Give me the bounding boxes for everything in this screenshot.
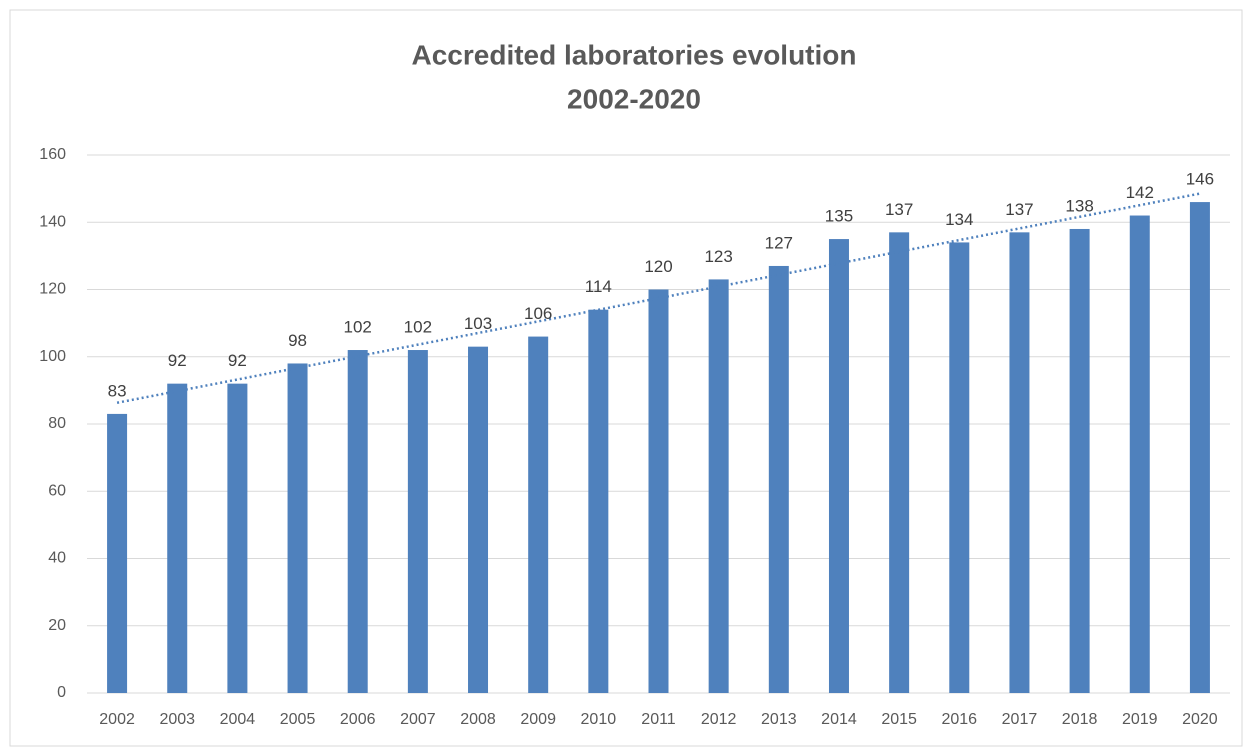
y-tick-label: 60 bbox=[48, 482, 66, 499]
data-label: 142 bbox=[1126, 183, 1154, 202]
data-label: 127 bbox=[765, 233, 793, 252]
bar bbox=[1009, 232, 1030, 693]
data-label: 138 bbox=[1065, 196, 1093, 215]
x-tick-label: 2012 bbox=[701, 711, 737, 728]
bar bbox=[828, 239, 849, 693]
x-tick-label: 2006 bbox=[340, 711, 376, 728]
data-label: 92 bbox=[168, 351, 187, 370]
data-label: 106 bbox=[524, 304, 552, 323]
chart-border bbox=[9, 9, 1243, 747]
data-label: 102 bbox=[404, 318, 432, 337]
bar bbox=[768, 265, 789, 693]
x-tick-label: 2007 bbox=[400, 711, 436, 728]
data-label: 134 bbox=[945, 210, 973, 229]
y-tick-label: 0 bbox=[57, 684, 66, 701]
x-tick-label: 2009 bbox=[520, 711, 556, 728]
bar bbox=[468, 346, 489, 693]
y-tick-label: 120 bbox=[39, 281, 66, 298]
x-tick-label: 2011 bbox=[641, 711, 676, 728]
bar bbox=[648, 289, 669, 693]
bar bbox=[528, 336, 549, 693]
bar bbox=[889, 232, 910, 693]
data-label: 103 bbox=[464, 314, 492, 333]
data-label: 92 bbox=[228, 351, 247, 370]
data-label: 146 bbox=[1186, 170, 1214, 189]
bar bbox=[1069, 228, 1090, 693]
data-label: 102 bbox=[344, 318, 372, 337]
x-tick-label: 2010 bbox=[581, 711, 617, 728]
y-tick-label: 40 bbox=[48, 550, 66, 567]
x-tick-label: 2003 bbox=[159, 711, 195, 728]
x-tick-label: 2004 bbox=[220, 711, 256, 728]
x-tick-label: 2019 bbox=[1122, 711, 1158, 728]
bar bbox=[227, 383, 248, 693]
data-label: 137 bbox=[1005, 200, 1033, 219]
x-tick-label: 2002 bbox=[99, 711, 135, 728]
x-tick-label: 2013 bbox=[761, 711, 797, 728]
data-label: 137 bbox=[885, 200, 913, 219]
x-tick-label: 2020 bbox=[1182, 711, 1218, 728]
data-label: 120 bbox=[644, 257, 672, 276]
chart-title: Accredited laboratories evolution bbox=[412, 39, 857, 70]
y-tick-label: 100 bbox=[39, 348, 66, 365]
bar bbox=[107, 413, 128, 693]
data-label: 135 bbox=[825, 207, 853, 226]
data-label: 83 bbox=[108, 381, 127, 400]
x-tick-label: 2017 bbox=[1002, 711, 1038, 728]
bar bbox=[1129, 215, 1150, 693]
data-label: 114 bbox=[585, 277, 612, 296]
x-tick-label: 2018 bbox=[1062, 711, 1098, 728]
x-tick-label: 2016 bbox=[941, 711, 977, 728]
trend-line bbox=[116, 192, 1201, 404]
y-tick-label: 20 bbox=[48, 617, 66, 634]
bar bbox=[167, 383, 188, 693]
y-tick-label: 80 bbox=[48, 415, 66, 432]
x-tick-label: 2008 bbox=[460, 711, 496, 728]
x-tick-label: 2015 bbox=[881, 711, 917, 728]
data-label: 123 bbox=[704, 247, 732, 266]
bar bbox=[949, 242, 970, 694]
y-tick-label: 160 bbox=[39, 146, 66, 163]
x-tick-label: 2014 bbox=[821, 711, 857, 728]
bar bbox=[347, 350, 368, 693]
bar bbox=[407, 350, 428, 693]
data-label: 98 bbox=[288, 331, 307, 350]
chart-subtitle: 2002-2020 bbox=[567, 83, 701, 114]
bar bbox=[287, 363, 308, 693]
x-tick-label: 2005 bbox=[280, 711, 316, 728]
bar bbox=[1189, 202, 1210, 693]
bar bbox=[588, 309, 609, 693]
y-tick-label: 140 bbox=[39, 213, 66, 230]
bar bbox=[708, 279, 729, 693]
